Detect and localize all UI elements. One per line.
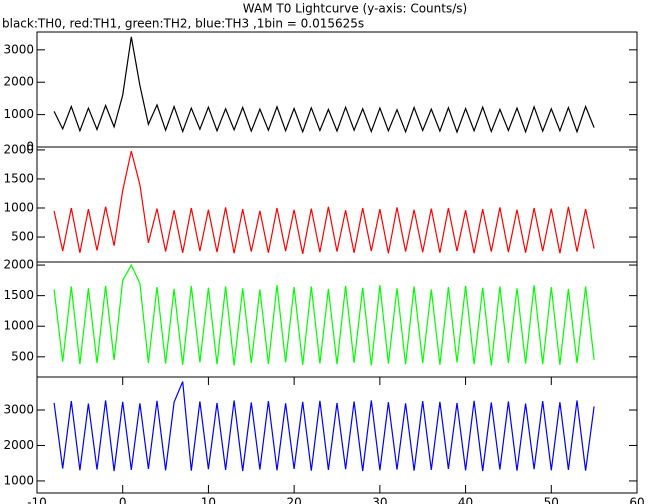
x-tick-label: 50 <box>544 496 559 504</box>
x-tick-label: 10 <box>201 496 216 504</box>
lightcurve <box>53 36 595 134</box>
y-tick-label: 3000 <box>3 42 34 56</box>
y-tick-label: 1000 <box>3 107 34 121</box>
x-tick-label: 40 <box>458 496 473 504</box>
lightcurve <box>53 263 595 366</box>
y-tick-label: 2000 <box>3 75 34 89</box>
lightcurve <box>53 381 595 472</box>
y-tick-label: 1000 <box>3 319 34 333</box>
y-tick-label: 2000 <box>3 142 34 156</box>
y-tick-label: 1000 <box>3 200 34 214</box>
y-tick-label: 3000 <box>3 402 34 416</box>
y-tick-label: 500 <box>11 230 34 244</box>
y-tick-label: 500 <box>11 349 34 363</box>
x-tick-label: -10 <box>27 496 47 504</box>
y-tick-label: 1500 <box>3 171 34 185</box>
chart-title: WAM T0 Lightcurve (y-axis: Counts/s) <box>243 2 467 16</box>
y-tick-label: 2000 <box>3 258 34 272</box>
lightcurve <box>53 150 595 255</box>
y-tick-label: 1000 <box>3 473 34 487</box>
panel-frame <box>36 146 638 263</box>
x-tick-label: 20 <box>287 496 302 504</box>
x-tick-label: 30 <box>372 496 387 504</box>
y-tick-label: 2000 <box>3 438 34 452</box>
x-tick-label: 60 <box>629 496 644 504</box>
chart-subtitle: black:TH0, red:TH1, green:TH2, blue:TH3 … <box>2 17 364 31</box>
panel-frame <box>36 376 638 494</box>
y-tick-label: 0 <box>26 140 34 154</box>
x-tick-label: 0 <box>119 496 127 504</box>
y-tick-label: 1500 <box>3 288 34 302</box>
